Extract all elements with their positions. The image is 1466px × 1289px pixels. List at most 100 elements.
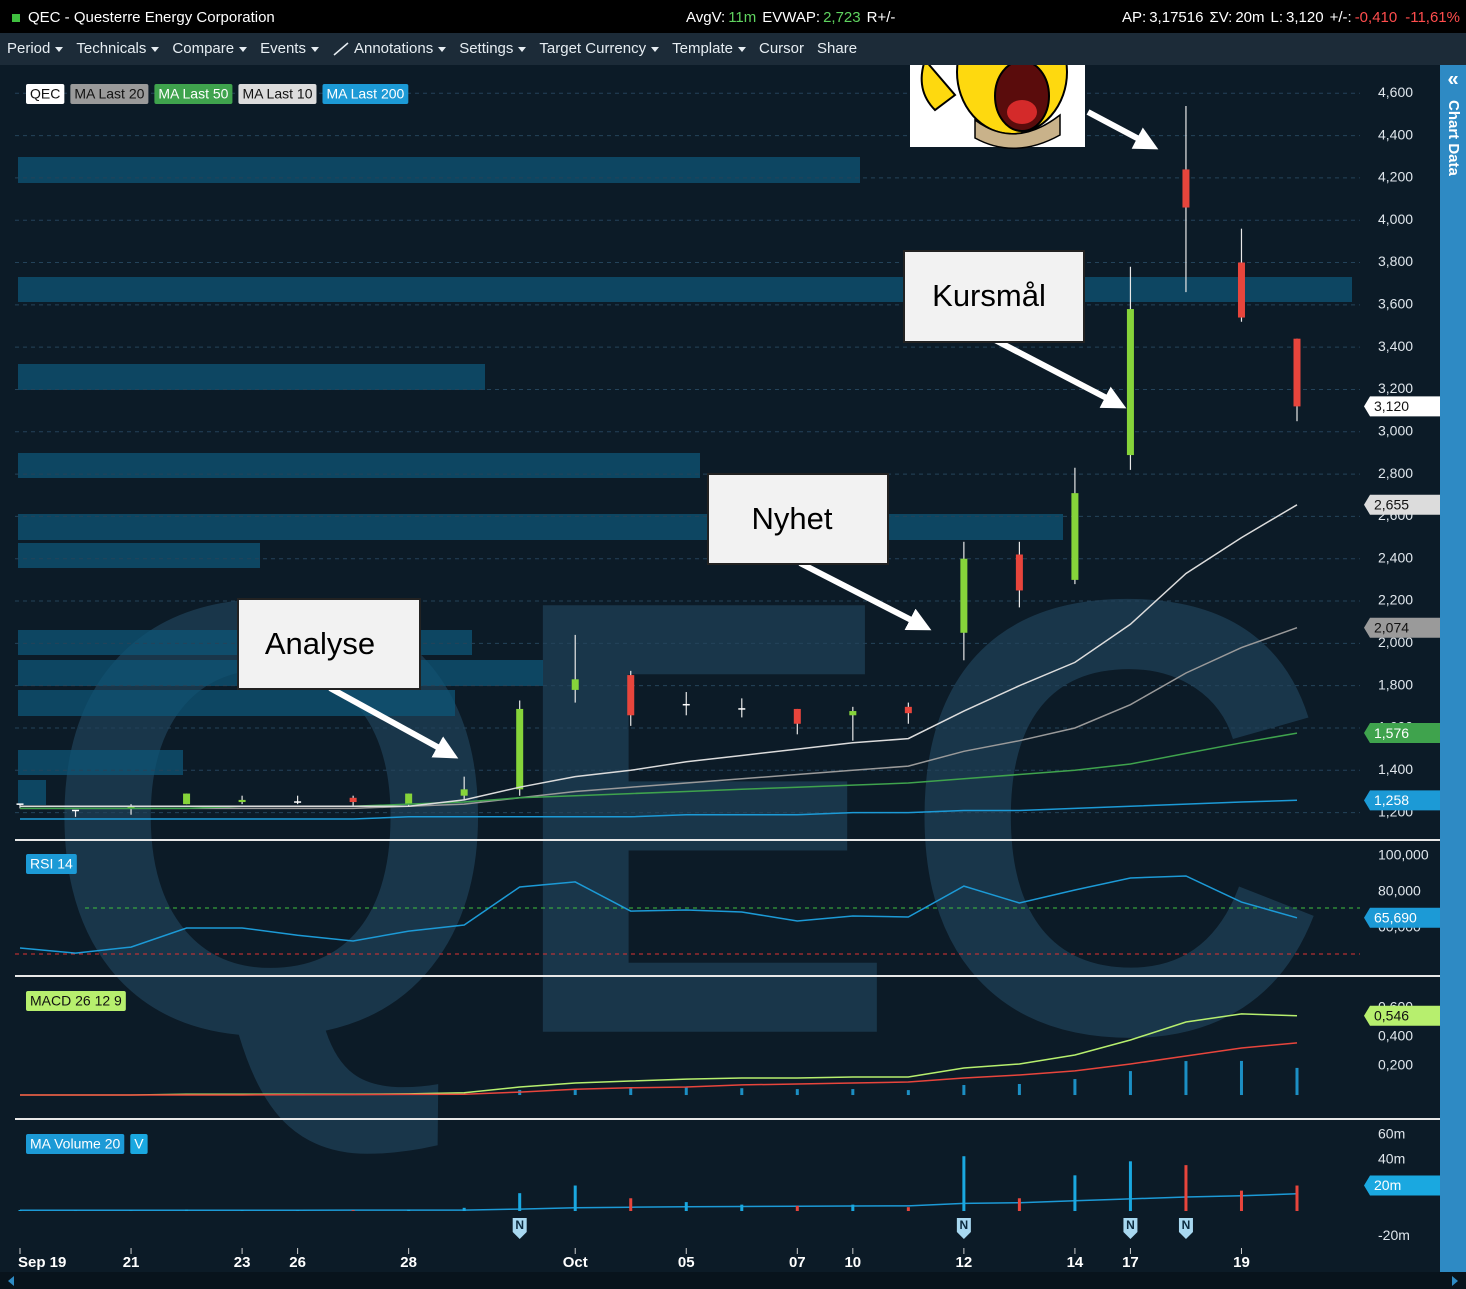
candle-body xyxy=(239,800,246,802)
x-tick-label: 10 xyxy=(844,1254,861,1271)
legend-label: MACD 26 12 9 xyxy=(30,993,122,1009)
menu-label[interactable]: Technicals xyxy=(76,40,146,57)
scrollbar[interactable] xyxy=(0,1272,1466,1289)
bar xyxy=(740,1205,743,1211)
legend-label: MA Volume 20 xyxy=(30,1136,120,1152)
news-marker-label: N xyxy=(1182,1218,1191,1232)
bar xyxy=(796,1089,799,1095)
status-square xyxy=(12,14,20,22)
stat: L:3,120 xyxy=(1271,9,1324,26)
menu-label[interactable]: Compare xyxy=(172,40,234,57)
candle-body xyxy=(905,707,912,713)
stat-value: -0,410 xyxy=(1355,9,1398,26)
bar xyxy=(1184,1165,1187,1211)
menu-caret[interactable] xyxy=(738,47,746,52)
stat-value: 3,120 xyxy=(1286,9,1324,26)
menu-caret[interactable] xyxy=(438,47,446,52)
menu-item[interactable]: Template xyxy=(672,40,746,57)
menu-item[interactable]: Settings xyxy=(459,40,526,57)
sidebar-label[interactable]: Chart Data xyxy=(1445,100,1462,177)
y-tick-label: 40m xyxy=(1378,1151,1405,1167)
bar xyxy=(19,1210,22,1211)
y-tick-label: 2,400 xyxy=(1378,549,1413,565)
candle-body xyxy=(72,810,79,812)
bar xyxy=(352,1210,355,1211)
bar xyxy=(1296,1186,1299,1211)
last-value-label: 3,120 xyxy=(1374,398,1409,414)
menu-item[interactable]: Events xyxy=(260,40,319,57)
y-tick-label: 2,200 xyxy=(1378,592,1413,608)
menu-caret[interactable] xyxy=(311,47,319,52)
bar xyxy=(740,1088,743,1095)
candle-body xyxy=(849,711,856,715)
menu-caret[interactable] xyxy=(239,47,247,52)
menu-label[interactable]: Cursor xyxy=(759,40,804,57)
menu-label[interactable]: Target Currency xyxy=(539,40,646,57)
legend-label: MA Last 10 xyxy=(242,86,312,102)
menu-label[interactable]: Period xyxy=(7,40,50,57)
y-tick-label: 1,400 xyxy=(1378,761,1413,777)
bar xyxy=(907,1207,910,1211)
menu-item[interactable]: Target Currency xyxy=(539,40,659,57)
stat-label: L: xyxy=(1271,9,1284,26)
stat-label: EVWAP: xyxy=(762,9,820,26)
menu-label[interactable]: Annotations xyxy=(354,40,433,57)
menu-item[interactable]: Technicals xyxy=(76,40,159,57)
candle-body xyxy=(183,794,190,805)
y-tick-label: 2,800 xyxy=(1378,465,1413,481)
x-tick-label: 19 xyxy=(1233,1254,1250,1271)
bar xyxy=(463,1208,466,1211)
x-tick-label: 28 xyxy=(400,1254,417,1271)
menu-caret[interactable] xyxy=(518,47,526,52)
menu-item[interactable]: Share xyxy=(817,40,857,57)
legend-label: MA Last 200 xyxy=(326,86,404,102)
menu-caret[interactable] xyxy=(651,47,659,52)
stat-value: 20m xyxy=(1235,9,1264,26)
y-tick-label: 100,000 xyxy=(1378,847,1429,863)
menu-caret[interactable] xyxy=(151,47,159,52)
candle-body xyxy=(1127,309,1134,455)
bar xyxy=(1240,1061,1243,1095)
bar xyxy=(296,1210,299,1211)
last-value-label: 20m xyxy=(1374,1177,1401,1193)
menu-item[interactable]: Annotations xyxy=(332,40,446,57)
menu-item[interactable]: Cursor xyxy=(759,40,804,57)
sidebar-collapse[interactable]: « xyxy=(1447,68,1458,90)
bar xyxy=(1018,1084,1021,1095)
annotation-icon xyxy=(332,42,350,56)
page: QEC « Chart Data 1,2001,4001,6001,8002,0… xyxy=(0,0,1466,1289)
bar xyxy=(1240,1191,1243,1211)
menu-item[interactable]: Period xyxy=(7,40,63,57)
bar xyxy=(574,1186,577,1211)
menu-caret[interactable] xyxy=(55,47,63,52)
y-tick-label: 3,000 xyxy=(1378,422,1413,438)
menu-label[interactable]: Share xyxy=(817,40,857,57)
y-tick-label: 4,600 xyxy=(1378,84,1413,100)
y-tick-label: 3,200 xyxy=(1378,380,1413,396)
menu-label[interactable]: Settings xyxy=(459,40,513,57)
bar xyxy=(1184,1061,1187,1095)
bar xyxy=(962,1156,965,1211)
y-tick-label: 0,200 xyxy=(1378,1057,1413,1073)
x-tick-label: 14 xyxy=(1067,1254,1084,1271)
legend-label: MA Last 20 xyxy=(74,86,144,102)
x-tick-label: 12 xyxy=(956,1254,973,1271)
candle-body xyxy=(627,675,634,715)
instrument-title: QEC - Questerre Energy Corporation xyxy=(28,9,275,26)
candle-body xyxy=(1182,169,1189,207)
stat: +/-:-0,410-11,61% xyxy=(1330,9,1460,26)
candle-body xyxy=(294,801,301,803)
x-tick-label: 17 xyxy=(1122,1254,1139,1271)
x-tick-label: 07 xyxy=(789,1254,806,1271)
bar xyxy=(629,1088,632,1095)
candle-body xyxy=(1071,493,1078,580)
candle-body xyxy=(405,794,412,805)
menu-item[interactable]: Compare xyxy=(172,40,247,57)
stats: AP:3,17516ΣV:20mL:3,120+/-:-0,410-11,61% xyxy=(1116,0,1460,36)
menu-label[interactable]: Events xyxy=(260,40,306,57)
y-tick-label: 4,000 xyxy=(1378,211,1413,227)
bar xyxy=(1129,1161,1132,1211)
candle-body xyxy=(738,708,745,710)
menu-label[interactable]: Template xyxy=(672,40,733,57)
bar xyxy=(629,1198,632,1211)
